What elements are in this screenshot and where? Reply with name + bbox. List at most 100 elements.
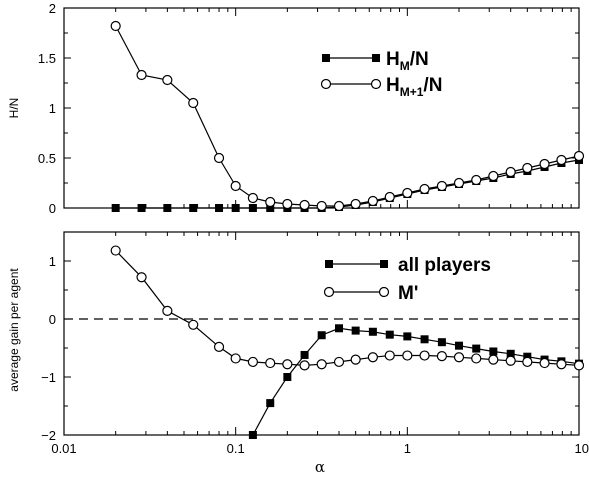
top-point-filled-square <box>137 204 146 212</box>
top-point-open-circle <box>471 174 482 186</box>
x-tick-label: 10 <box>575 441 589 456</box>
bottom-point-filled-square <box>351 326 360 335</box>
bottom-point-open-circle <box>367 352 378 363</box>
legend-marker-m-prime-left <box>323 286 335 298</box>
top-point-open-circle <box>436 180 448 192</box>
bottom-point-filled-square <box>300 350 309 359</box>
bottom-point-open-circle <box>110 245 121 256</box>
legend-marker-hm1-right <box>370 78 382 90</box>
top-point-open-circle <box>402 187 413 199</box>
top-legend: HM/N HM+1/N <box>320 49 442 99</box>
bottom-point-open-circle <box>471 353 482 364</box>
bottom-point-open-circle <box>333 356 345 368</box>
top-panel: 0 0.5 1 1.5 2 H/N HM/N HM+1/N <box>7 1 585 216</box>
bottom-x-axis-ticks: 0.01 0.1 1 10 <box>51 232 589 456</box>
bottom-y-tick-label: 1 <box>49 254 56 269</box>
bottom-panel: −2 −1 0 1 0.01 0.1 1 10 average gain per agent… <box>7 231 589 476</box>
top-point-open-circle <box>265 196 276 208</box>
top-point-open-circle <box>230 180 241 192</box>
x-tick-label: 1 <box>404 441 411 456</box>
top-point-open-circle <box>573 150 585 162</box>
top-y-axis-ticks: 0 0.5 1 1.5 2 <box>38 1 579 216</box>
top-point-open-circle <box>213 152 225 164</box>
bottom-point-filled-square <box>489 347 498 356</box>
legend-label-all-players: all players <box>398 255 491 276</box>
bottom-point-open-circle <box>402 350 413 361</box>
bottom-legend: all players M' <box>323 255 491 304</box>
bottom-point-open-circle <box>247 356 258 368</box>
bottom-point-open-circle <box>188 319 199 330</box>
bottom-point-open-circle <box>522 356 533 368</box>
legend-marker-all-players-right <box>380 260 388 268</box>
bottom-point-open-circle <box>436 351 448 362</box>
bottom-point-open-circle <box>539 357 550 369</box>
bottom-point-filled-square <box>335 324 344 333</box>
bottom-point-open-circle <box>453 352 465 363</box>
top-series-group <box>110 20 585 212</box>
bottom-point-open-circle <box>505 355 516 366</box>
top-point-open-circle <box>539 158 550 170</box>
top-point-open-circle <box>188 97 199 109</box>
top-point-open-circle <box>505 166 516 178</box>
top-point-filled-square <box>248 204 257 212</box>
legend-marker-m-prime-right <box>378 286 390 298</box>
bottom-point-filled-square <box>523 352 532 361</box>
bottom-point-filled-square <box>368 327 377 336</box>
top-y-axis-label: H/N <box>7 98 21 119</box>
bottom-point-filled-square <box>403 332 412 341</box>
bottom-y-axis-label: average gain per agent <box>7 268 21 392</box>
top-point-open-circle <box>522 162 533 174</box>
top-y-tick-label: 1 <box>49 101 56 116</box>
x-axis-label: α <box>315 458 325 476</box>
top-point-open-circle <box>299 199 310 211</box>
bottom-point-filled-square <box>472 344 481 353</box>
bottom-series-line-filled <box>252 327 580 436</box>
bottom-point-open-circle <box>213 341 225 352</box>
top-series-line-open <box>115 25 580 207</box>
top-point-open-circle <box>488 170 499 182</box>
top-point-open-circle <box>367 195 378 207</box>
top-point-filled-square <box>163 204 172 212</box>
top-plot-frame <box>63 7 580 209</box>
top-point-filled-square <box>189 204 198 212</box>
bottom-point-open-circle <box>556 359 567 370</box>
bottom-point-open-circle <box>384 350 395 361</box>
top-point-filled-square <box>111 204 120 212</box>
top-point-open-circle <box>384 191 395 203</box>
bottom-point-filled-square <box>437 338 446 347</box>
legend-marker-hm-left <box>322 54 330 62</box>
bottom-y-tick-label: 0 <box>49 312 56 327</box>
bottom-point-open-circle <box>419 350 430 361</box>
bottom-series-group <box>110 245 585 439</box>
x-tick-label: 0.1 <box>227 441 245 456</box>
bottom-y-tick-label: −2 <box>41 428 56 443</box>
top-point-open-circle <box>453 177 465 189</box>
legend-label-hm: HM/N <box>386 49 429 73</box>
bottom-point-open-circle <box>136 272 147 283</box>
bottom-point-open-circle <box>488 354 499 365</box>
top-point-open-circle <box>350 198 361 210</box>
bottom-point-open-circle <box>230 353 241 364</box>
bottom-y-axis-ticks: −2 −1 0 1 <box>41 231 579 443</box>
bottom-point-filled-square <box>283 373 292 381</box>
top-point-open-circle <box>282 198 293 210</box>
top-y-tick-label: 0 <box>49 201 56 216</box>
top-point-filled-square <box>266 204 275 212</box>
legend-label-m-prime: M' <box>398 283 418 304</box>
bottom-point-open-circle <box>282 359 293 370</box>
bottom-point-filled-square <box>317 331 326 340</box>
top-point-open-circle <box>247 192 258 204</box>
top-point-filled-square <box>215 204 224 212</box>
bottom-point-open-circle <box>299 360 310 371</box>
top-point-open-circle <box>419 183 430 195</box>
bottom-point-filled-square <box>248 431 257 439</box>
bottom-point-open-circle <box>162 305 173 316</box>
top-y-tick-label: 1.5 <box>38 51 56 66</box>
bottom-plot-frame <box>63 231 580 436</box>
top-y-tick-label: 2 <box>49 1 56 16</box>
legend-label-hm1: HM+1/N <box>386 75 442 99</box>
top-point-open-circle <box>110 20 121 32</box>
x-tick-label: 0.01 <box>51 441 76 456</box>
bottom-point-filled-square <box>506 349 515 358</box>
